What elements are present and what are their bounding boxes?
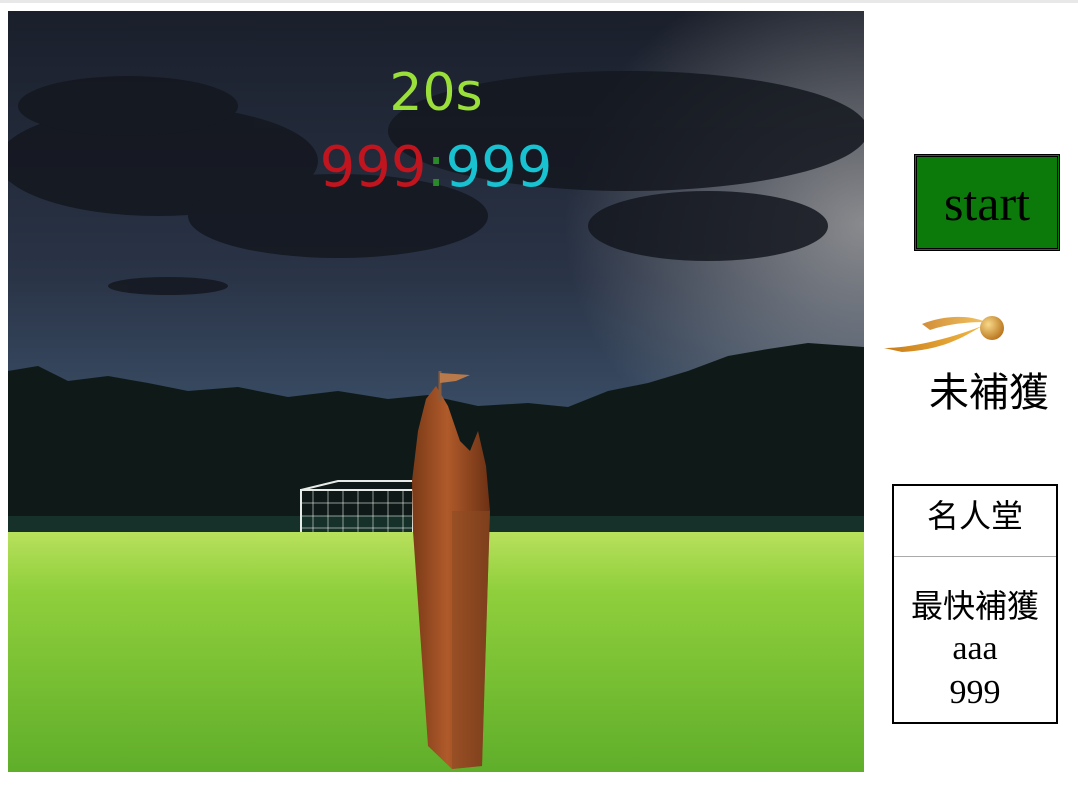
game-scene[interactable]: 20s 999:999 — [8, 11, 864, 772]
tower-pillar — [412, 371, 490, 769]
golden-snitch-icon — [884, 316, 1004, 352]
clouds — [8, 71, 864, 295]
top-divider — [0, 0, 1078, 3]
record-holder-name: aaa — [952, 630, 998, 667]
score-separator: : — [426, 135, 446, 200]
score-left: 999 — [319, 135, 427, 200]
hall-of-fame-title: 名人堂 — [894, 486, 1056, 557]
start-button[interactable]: start — [914, 154, 1060, 251]
score-right: 999 — [445, 135, 553, 200]
catch-status: 未補獲 — [929, 370, 1049, 416]
hall-of-fame-panel: 名人堂 最快補獲 aaa 999 — [892, 484, 1058, 724]
stadium-background — [8, 11, 864, 772]
record-time: 999 — [949, 674, 1001, 711]
fastest-catch-label: 最快補獲 — [910, 587, 1039, 625]
scoreboard: 999:999 — [8, 135, 864, 201]
countdown-timer: 20s — [389, 63, 483, 123]
